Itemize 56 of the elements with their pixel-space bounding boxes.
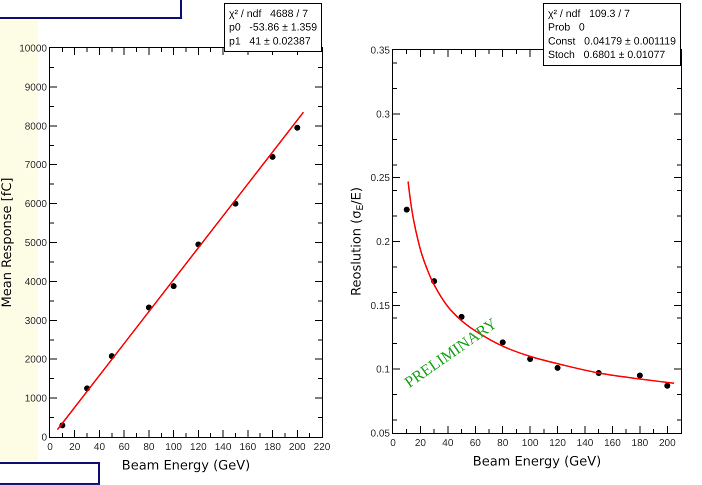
y-tick-label: 5000 (24, 238, 48, 249)
x-axis-title: Beam Energy (GeV) (472, 454, 602, 470)
y-tick-label: 2000 (24, 354, 48, 366)
x-tick-label: 100 (522, 438, 539, 449)
text: Const 0.04179 ± 0.001119 (548, 35, 676, 48)
y-tick-label: 0.35 (370, 46, 390, 56)
annotation: Stoch 0.6801 ± 0.01077 (548, 48, 666, 61)
y-tick-label: 7000 (24, 160, 48, 172)
x-tick-label: 100 (165, 442, 182, 453)
point (294, 124, 300, 131)
point (636, 372, 643, 379)
text: Prob 0 (548, 22, 585, 34)
y-tick-label: 8000 (24, 121, 48, 132)
x-axis-title: Beam Energy (GeV) (122, 458, 250, 474)
y-tick-label: 0.15 (370, 300, 390, 312)
x-tick-label: 40 (442, 438, 454, 449)
point (270, 154, 276, 160)
x-tick-label: 220 (314, 442, 331, 453)
y-tick-label: 4000 (24, 276, 48, 288)
text: χ² / ndf 4688 / 7 (229, 8, 308, 20)
point (170, 283, 177, 290)
y-tick-label: 1000 (24, 394, 48, 405)
x-tick-label: 20 (414, 438, 426, 449)
x-tick-label: 160 (239, 442, 257, 453)
point (664, 382, 670, 389)
x-tick-label: 40 (94, 442, 106, 453)
y-tick-label: 0.3 (376, 109, 390, 120)
x-tick-label: 60 (470, 438, 482, 449)
x-tick-label: 180 (632, 438, 649, 449)
point (554, 364, 561, 371)
point (500, 339, 506, 346)
y-axis-title: Mean Response [fC] (0, 178, 15, 308)
y-tick-label: 0.1 (376, 364, 390, 376)
y-tick-label: 9000 (24, 82, 48, 94)
point (404, 206, 410, 213)
y-tick-label: 3000 (24, 316, 48, 327)
x-tick-label: 140 (214, 442, 232, 453)
y-tick-label: 10000 (19, 44, 48, 54)
x-tick-label: 60 (118, 442, 130, 453)
x-tick-label: 160 (604, 438, 622, 449)
y-tick-label: 0.05 (370, 428, 390, 440)
text: p0 -53.86 ± 1.359 (229, 22, 318, 34)
text: p1 41 ± 0.02387 (229, 35, 311, 48)
y-tick-label: 6000 (24, 199, 48, 210)
x-tick-label: 80 (143, 442, 155, 453)
x-tick-label: 20 (69, 442, 81, 453)
x-tick-label: 180 (264, 442, 282, 453)
x-tick-label: 120 (549, 438, 566, 449)
text: χ² / ndf 109.3 / 7 (548, 8, 630, 20)
y-tick-label: 0.2 (376, 237, 390, 248)
x-tick-label: 80 (497, 438, 509, 449)
x-tick-label: 140 (576, 438, 594, 449)
y-tick-label: 0.25 (370, 173, 390, 184)
x-tick-label: 200 (658, 438, 676, 449)
x-tick-label: 120 (190, 442, 208, 453)
x-tick-label: 200 (288, 442, 306, 453)
